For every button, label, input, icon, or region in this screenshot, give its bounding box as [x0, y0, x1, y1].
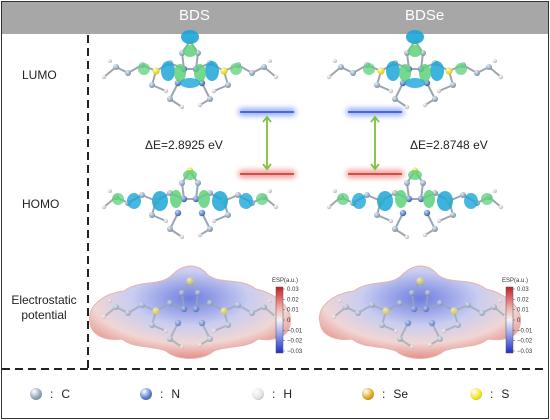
row-label-esp: Electrostatic potential: [4, 293, 84, 323]
esp-tick-label: 0: [287, 318, 291, 324]
legend-separator: :: [382, 387, 386, 401]
row-label-lumo: LUMO: [22, 68, 57, 82]
esp-tick-label: 0.02: [287, 297, 299, 303]
esp-tick-label: −0.02: [517, 339, 533, 345]
esp-tick-label: −0.03: [517, 349, 533, 355]
legend-label: H: [283, 387, 293, 401]
legend-item-s: :S: [470, 387, 509, 401]
legend-label: C: [61, 387, 71, 401]
esp-tick-label: −0.03: [287, 349, 303, 355]
bdse-lumo-level: [346, 108, 404, 116]
bds-transition-arrow: [262, 115, 272, 171]
row-label-esp-line2: potential: [21, 308, 67, 322]
esp-tick-label: 0: [517, 318, 521, 324]
legend-separator: :: [160, 387, 164, 401]
atom-sphere-icon: [30, 388, 42, 400]
legend-item-se: : Se: [362, 387, 408, 401]
legend-label: Se: [393, 387, 409, 401]
esp-tick-label: −0.01: [287, 328, 303, 334]
row-label-esp-line1: Electrostatic: [11, 293, 77, 307]
energy-gap-bds: ΔE=2.8925 eV: [145, 138, 223, 152]
esp-scale-title: ESP(a.u.): [502, 278, 528, 284]
atom-sphere-icon: [470, 388, 482, 400]
esp-tick-label: 0.02: [517, 297, 529, 303]
bdse-transition-arrow: [370, 115, 380, 171]
column-title-bds: BDS: [179, 7, 210, 24]
legend-separator: :: [50, 387, 54, 401]
bds-homo-level: [238, 170, 296, 178]
bdse-esp-colorbar: ESP(a.u.) 0.03 0.02 0.01 0 −0.01 −0.02 −0.03: [502, 278, 533, 355]
energy-gap-bdse: ΔE=2.8748 eV: [410, 138, 488, 152]
bdse-homo-level: [346, 170, 404, 178]
bds-esp-colorbar: ESP(a.u.) 0.03 0.02 0.01 0 −0.01 −0.02 −0.03: [272, 278, 303, 355]
legend-label: N: [171, 387, 181, 401]
column-title-bdse: BDSe: [405, 7, 445, 24]
bds-lumo-level: [238, 108, 296, 116]
esp-tick-label: 0.03: [287, 287, 299, 293]
esp-tick-label: −0.01: [517, 328, 533, 334]
atom-sphere-icon: [140, 388, 152, 400]
atom-sphere-icon: [252, 388, 264, 400]
legend-item-h: :H: [252, 387, 292, 401]
legend-separator: :: [272, 387, 276, 401]
header-band: BDS BDSe: [1, 1, 549, 34]
legend-item-c: :C: [30, 387, 70, 401]
legend-item-n: :N: [140, 387, 180, 401]
legend-separator: :: [490, 387, 494, 401]
esp-tick-label: 0.01: [287, 308, 299, 314]
esp-tick-label: 0.03: [517, 287, 529, 293]
esp-scale-title: ESP(a.u.): [272, 278, 298, 284]
legend-label: S: [501, 387, 510, 401]
esp-tick-label: 0.01: [517, 308, 529, 314]
esp-tick-label: −0.02: [287, 339, 303, 345]
atom-sphere-icon: [362, 388, 374, 400]
row-label-homo: HOMO: [22, 197, 60, 211]
